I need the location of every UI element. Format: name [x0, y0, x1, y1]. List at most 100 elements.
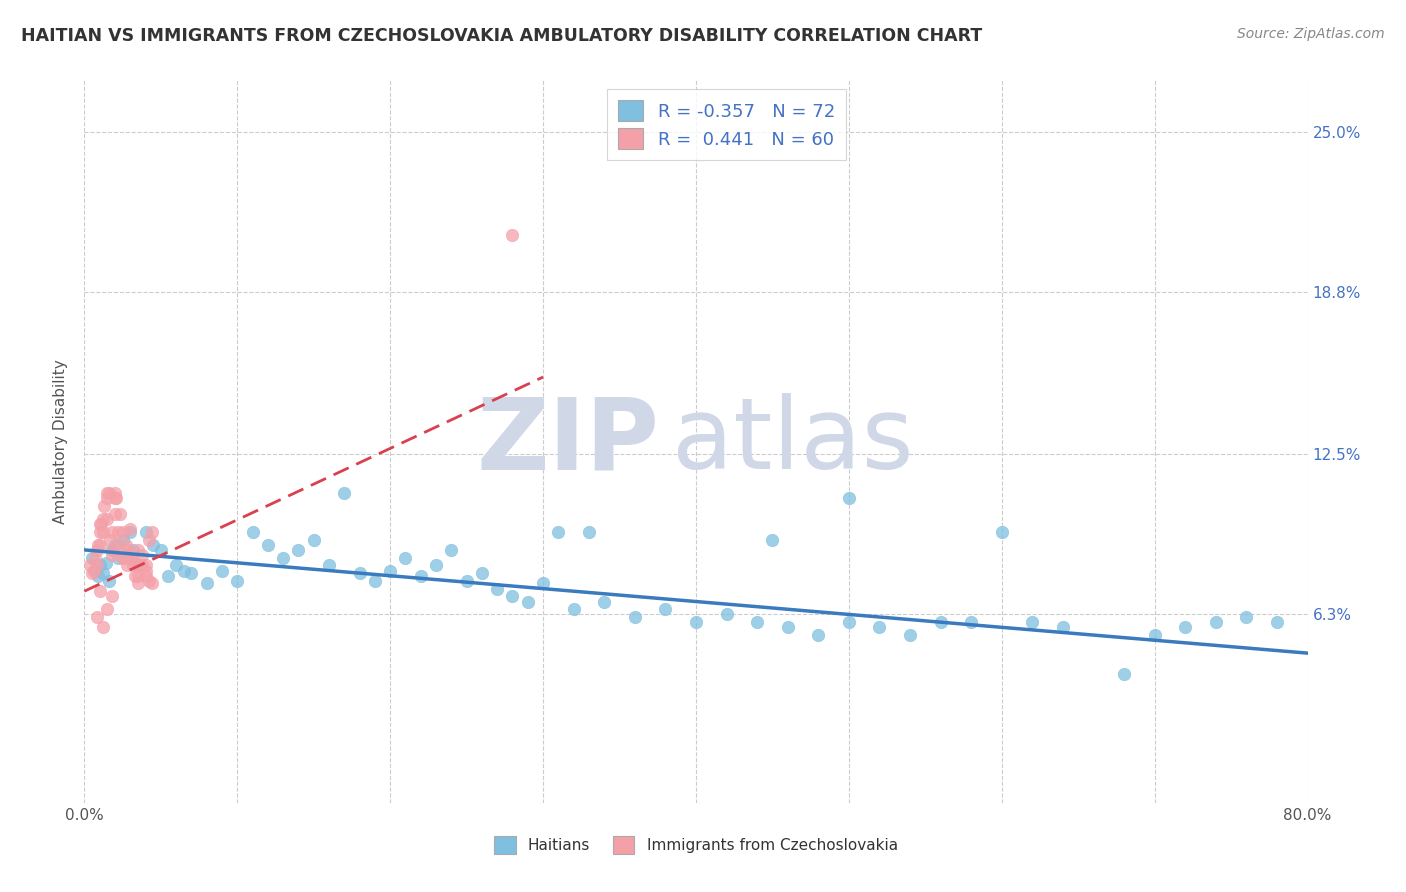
Point	[127, 576, 149, 591]
Point	[86, 542, 108, 557]
Point	[425, 558, 447, 573]
Point	[127, 558, 149, 573]
Point	[149, 542, 172, 557]
Point	[107, 550, 129, 565]
Point	[111, 533, 134, 547]
Text: HAITIAN VS IMMIGRANTS FROM CZECHOSLOVAKIA AMBULATORY DISABILITY CORRELATION CHAR: HAITIAN VS IMMIGRANTS FROM CZECHOSLOVAKI…	[21, 27, 983, 45]
Point	[104, 507, 127, 521]
Point	[101, 590, 124, 604]
Point	[409, 568, 432, 582]
Point	[624, 610, 647, 624]
Point	[86, 610, 108, 624]
Point	[141, 576, 163, 591]
Point	[135, 564, 157, 578]
Point	[124, 568, 146, 582]
Point	[1265, 615, 1288, 630]
Point	[516, 594, 538, 608]
Point	[685, 615, 707, 630]
Point	[440, 542, 463, 557]
Point	[1021, 615, 1043, 630]
Point	[120, 550, 142, 565]
Point	[242, 524, 264, 539]
Point	[716, 607, 738, 622]
Point	[180, 566, 202, 581]
Point	[157, 568, 180, 582]
Point	[111, 550, 134, 565]
Point	[115, 548, 138, 562]
Point	[195, 576, 218, 591]
Point	[562, 602, 585, 616]
Point	[115, 542, 138, 557]
Point	[1143, 628, 1166, 642]
Point	[91, 620, 114, 634]
Point	[120, 522, 142, 536]
Point	[138, 574, 160, 588]
Point	[91, 512, 114, 526]
Point	[114, 538, 136, 552]
Point	[838, 615, 860, 630]
Point	[1114, 666, 1136, 681]
Point	[89, 517, 111, 532]
Point	[120, 524, 142, 539]
Point	[869, 620, 891, 634]
Point	[93, 499, 115, 513]
Point	[960, 615, 983, 630]
Point	[302, 533, 325, 547]
Point	[98, 533, 121, 547]
Point	[127, 568, 149, 582]
Point	[101, 548, 124, 562]
Point	[531, 576, 554, 591]
Point	[84, 564, 107, 578]
Point	[105, 491, 128, 506]
Point	[380, 564, 402, 578]
Point	[654, 602, 676, 616]
Point	[1236, 610, 1258, 624]
Point	[318, 558, 340, 573]
Point	[394, 550, 416, 565]
Point	[547, 524, 569, 539]
Point	[90, 517, 112, 532]
Point	[80, 550, 103, 565]
Point	[122, 542, 145, 557]
Point	[89, 538, 111, 552]
Point	[898, 628, 921, 642]
Point	[747, 615, 769, 630]
Point	[271, 550, 294, 565]
Point	[929, 615, 952, 630]
Point	[226, 574, 249, 588]
Point	[141, 524, 163, 539]
Point	[486, 582, 509, 596]
Point	[96, 512, 118, 526]
Point	[96, 491, 118, 506]
Point	[122, 558, 145, 573]
Point	[138, 533, 160, 547]
Point	[135, 524, 157, 539]
Point	[104, 491, 127, 506]
Text: ZIP: ZIP	[477, 393, 659, 490]
Point	[142, 538, 165, 552]
Text: Source: ZipAtlas.com: Source: ZipAtlas.com	[1237, 27, 1385, 41]
Point	[87, 568, 110, 582]
Point	[502, 228, 524, 243]
Point	[89, 558, 111, 573]
Point	[80, 566, 103, 581]
Legend: Haitians, Immigrants from Czechoslovakia: Haitians, Immigrants from Czechoslovakia	[488, 830, 904, 860]
Point	[107, 538, 129, 552]
Point	[111, 550, 134, 565]
Point	[257, 538, 280, 552]
Point	[128, 558, 150, 573]
Point	[287, 542, 309, 557]
Point	[135, 558, 157, 573]
Point	[101, 524, 124, 539]
Point	[349, 566, 371, 581]
Point	[807, 628, 830, 642]
Point	[593, 594, 616, 608]
Point	[135, 568, 157, 582]
Point	[761, 533, 783, 547]
Point	[364, 574, 387, 588]
Point	[83, 564, 105, 578]
Point	[104, 538, 127, 552]
Point	[131, 558, 153, 573]
Point	[96, 602, 118, 616]
Point	[97, 486, 120, 500]
